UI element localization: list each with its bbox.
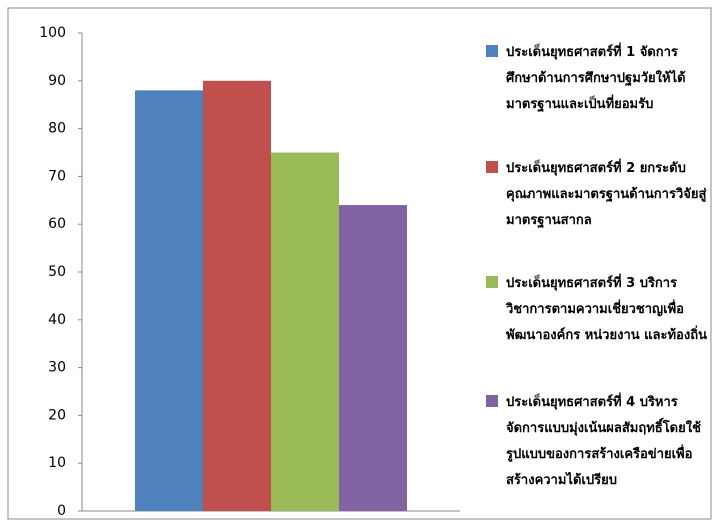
legend-label: ประเด็นยุทธศาสตร์ที่ 3 บริการวิชาการตามค… — [506, 276, 707, 343]
legend-item: ประเด็นยุทธศาสตร์ที่ 2 ยกระดับคุณภาพและม… — [486, 156, 708, 234]
bar — [203, 80, 271, 512]
legend-item: ประเด็นยุทธศาสตร์ที่ 3 บริการวิชาการตามค… — [486, 271, 708, 349]
bar — [135, 90, 203, 512]
legend-swatch — [486, 161, 498, 173]
y-tick-label: 70 — [48, 168, 66, 184]
legend-label: ประเด็นยุทธศาสตร์ที่ 4 บริหารจัดการแบบมุ… — [506, 395, 701, 488]
bar — [339, 205, 407, 511]
y-tick-label: 50 — [48, 264, 66, 280]
y-tick-label: 20 — [48, 407, 66, 423]
legend-swatch — [486, 45, 498, 57]
y-tick-label: 40 — [48, 312, 66, 328]
legend-swatch — [486, 276, 498, 288]
y-tick-label: 80 — [48, 121, 66, 137]
legend-swatch — [486, 395, 498, 407]
legend-label: ประเด็นยุทธศาสตร์ที่ 1 จัดการศึกษาด้านกา… — [506, 45, 686, 112]
legend-label: ประเด็นยุทธศาสตร์ที่ 2 ยกระดับคุณภาพและม… — [506, 161, 707, 228]
y-tick-label: 60 — [48, 216, 66, 232]
chart-border — [7, 7, 712, 520]
y-tick-label: 0 — [57, 503, 66, 519]
y-tick-label: 30 — [48, 360, 66, 376]
y-tick-label: 100 — [39, 25, 66, 41]
legend-item: ประเด็นยุทธศาสตร์ที่ 1 จัดการศึกษาด้านกา… — [486, 40, 708, 118]
bar — [271, 152, 339, 511]
legend-item: ประเด็นยุทธศาสตร์ที่ 4 บริหารจัดการแบบมุ… — [486, 390, 708, 494]
y-tick-label: 90 — [48, 73, 66, 89]
y-tick-label: 10 — [48, 455, 66, 471]
